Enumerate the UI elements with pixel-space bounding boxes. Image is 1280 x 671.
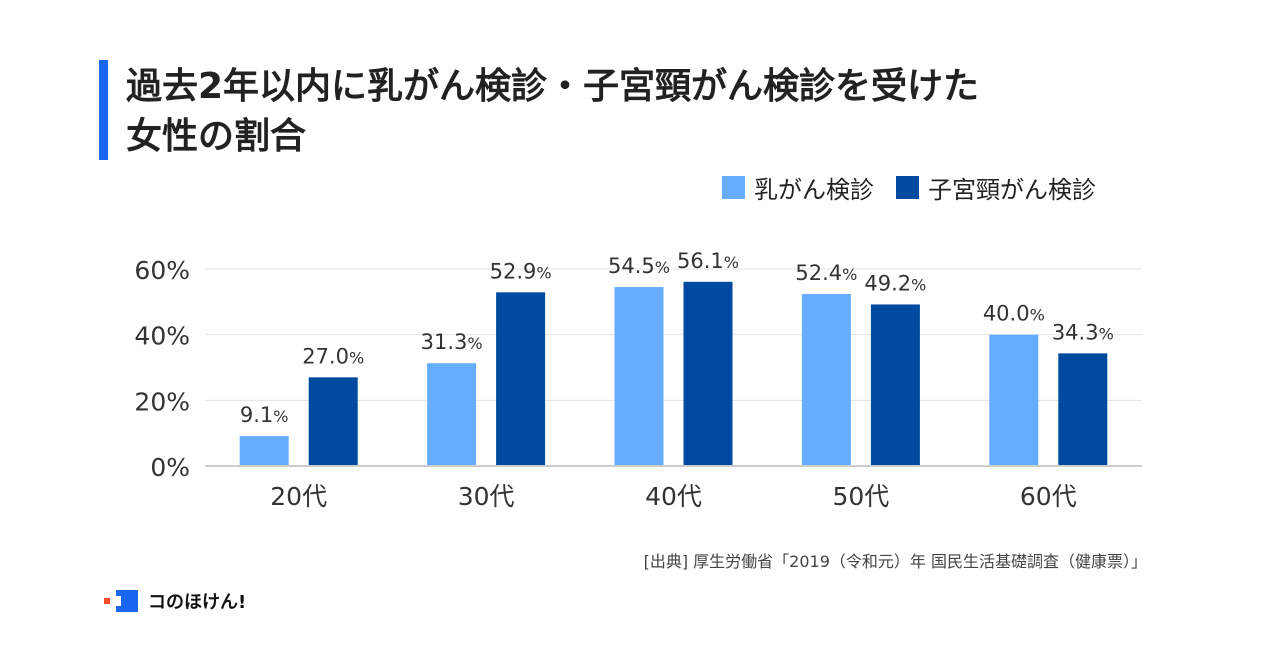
x-tick-label: 50代 [832,482,889,511]
bars [239,281,1108,466]
x-tick-label: 40代 [645,482,702,511]
data-labels: 9.1% 27.0% 31.3% 52.9% 54.5% 56.1% 52.4% 49.2% 4… [240,249,1114,427]
y-tick-label: 60% [134,256,190,285]
bar-cervical [1058,353,1108,466]
y-tick-label: 0% [150,453,190,482]
brand-logo-icon [104,590,138,612]
bar-breast [239,436,289,466]
data-label-breast: 54.5% [608,254,670,278]
bar-cervical [308,377,358,466]
y-tick-label: 20% [134,387,190,416]
bar-breast [614,287,664,466]
bar-cervical [870,304,920,466]
chart-title-line-2: 女性の割合 [126,116,307,157]
chart-title-line-1: 過去2年以内に乳がん検診・子宮頸がん検診を受けた [126,66,980,107]
legend-swatch-cervical [896,176,919,199]
x-tick-label: 20代 [270,482,327,511]
gridlines [205,268,1142,401]
x-tick-label: 60代 [1020,482,1077,511]
bar-breast [427,363,477,466]
legend-label-breast: 乳がん検診 [754,176,874,204]
data-label-breast: 52.4% [795,261,857,285]
data-label-cervical: 56.1% [677,249,739,273]
brand-logo: コのほけん! [104,588,246,614]
data-label-cervical: 27.0% [302,344,364,368]
bar-cervical [496,292,546,466]
axes: 0% 20% 40% 60% 20代 30代 40代 50代 60代 [134,256,1142,511]
data-label-cervical: 52.9% [490,259,552,283]
y-tick-label: 40% [134,322,190,351]
data-label-breast: 40.0% [983,302,1045,326]
brand-name: コのほけん! [148,592,247,613]
data-label-cervical: 49.2% [864,271,926,295]
legend-swatch-breast [722,176,745,199]
legend-item-cervical: 子宮頸がん検診 [896,170,1096,205]
legend-item-breast: 乳がん検診 [722,170,874,205]
source-citation: [出典] 厚生労働省「2019（令和元）年 国民生活基礎調査（健康票）」 [643,552,1147,571]
title-accent-bar [99,60,108,160]
legend: 乳がん検診 子宮頸がん検診 [722,170,1096,205]
bar-breast [801,293,851,466]
data-label-breast: 9.1% [240,403,289,427]
x-tick-label: 30代 [458,482,515,511]
bar-cervical [683,281,733,466]
data-label-breast: 31.3% [421,330,483,354]
data-label-cervical: 34.3% [1052,320,1114,344]
bar-chart: 9.1% 27.0% 31.3% 52.9% 54.5% 56.1% 52.4% 49.2% 4… [134,249,1142,511]
bar-breast [989,334,1039,466]
legend-label-cervical: 子宮頸がん検診 [928,176,1096,204]
chart-title: 過去2年以内に乳がん検診・子宮頸がん検診を受けた 女性の割合 [126,62,1126,162]
